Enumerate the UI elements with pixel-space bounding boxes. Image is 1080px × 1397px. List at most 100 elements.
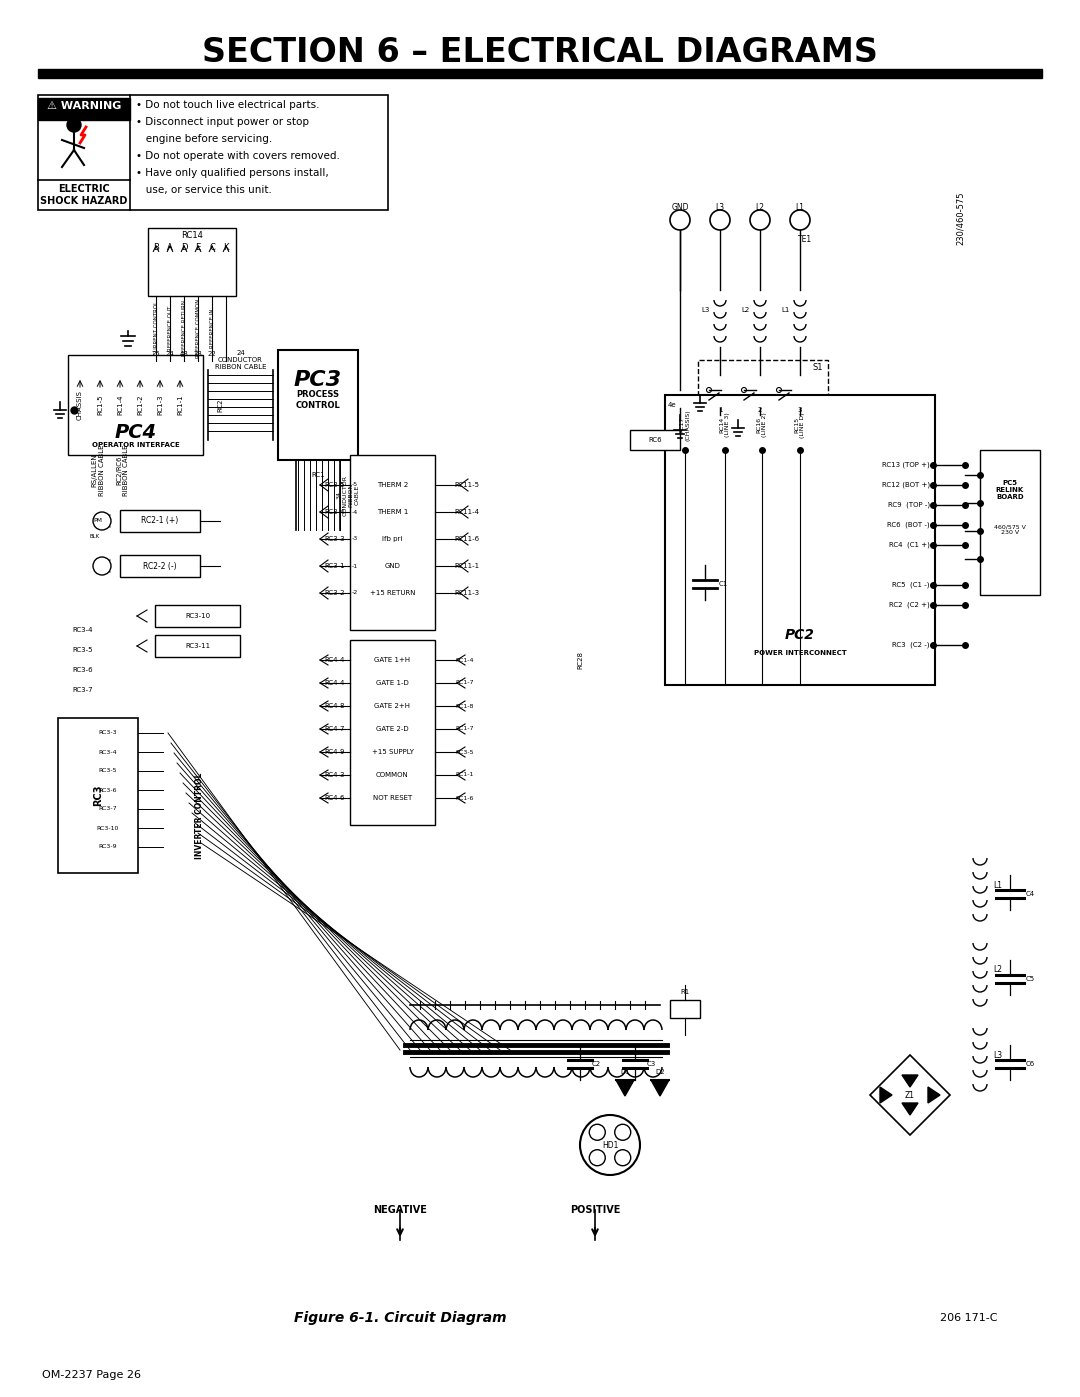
Text: PC2: PC2 [785, 629, 815, 643]
Text: RC1: RC1 [311, 472, 325, 478]
Circle shape [580, 1115, 640, 1175]
Text: 4e: 4e [667, 402, 676, 408]
Text: POWER INTERCONNECT: POWER INTERCONNECT [754, 650, 847, 657]
Polygon shape [880, 1087, 892, 1104]
Circle shape [93, 557, 111, 576]
Text: RC3-6: RC3-6 [98, 788, 118, 792]
Text: RC3-10: RC3-10 [185, 613, 211, 619]
Text: NEGATIVE: NEGATIVE [373, 1206, 427, 1215]
Text: RC6  (BOT -): RC6 (BOT -) [888, 521, 930, 528]
Text: GATE 1-D: GATE 1-D [376, 680, 409, 686]
Circle shape [718, 398, 724, 402]
Circle shape [706, 387, 712, 393]
Text: RC1-4: RC1-4 [117, 395, 123, 415]
Text: RC2: RC2 [217, 398, 222, 412]
Text: L2: L2 [756, 204, 765, 212]
Text: RC28: RC28 [577, 651, 583, 669]
Text: POSITIVE: POSITIVE [570, 1206, 620, 1215]
Text: RC5  (C1 -): RC5 (C1 -) [892, 581, 930, 588]
Text: RC2  (C2 +): RC2 (C2 +) [889, 602, 930, 608]
Text: Figure 6-1. Circuit Diagram: Figure 6-1. Circuit Diagram [294, 1310, 507, 1324]
Text: ELECTRIC
SHOCK HAZARD: ELECTRIC SHOCK HAZARD [40, 184, 127, 205]
Text: D2: D2 [656, 1069, 665, 1076]
Text: ⚠ WARNING: ⚠ WARNING [46, 101, 121, 110]
Text: E: E [195, 243, 201, 253]
Bar [156, 605, 240, 627]
Text: RC11-4: RC11-4 [455, 509, 480, 515]
Text: engine before servicing.: engine before servicing. [136, 134, 272, 144]
Text: PC4: PC4 [114, 423, 157, 443]
Text: • Have only qualified persons install,: • Have only qualified persons install, [136, 168, 328, 177]
Text: RC3-5: RC3-5 [98, 768, 118, 774]
Text: REFERENCE COMMON: REFERENCE COMMON [195, 299, 201, 358]
Circle shape [93, 511, 111, 529]
Circle shape [750, 210, 770, 231]
Bar [630, 430, 680, 450]
Text: RC3-10: RC3-10 [97, 826, 119, 830]
Text: L1: L1 [994, 880, 1002, 890]
Text: RC3-5: RC3-5 [72, 647, 93, 652]
Text: R1: R1 [680, 989, 690, 995]
Text: REFERENCE IN: REFERENCE IN [210, 309, 215, 348]
Text: REFERENCE OUT: REFERENCE OUT [167, 306, 173, 351]
Text: 2: 2 [758, 407, 762, 414]
Text: RC3-2: RC3-2 [324, 590, 345, 597]
Text: INVERTER CONTROL: INVERTER CONTROL [195, 773, 204, 859]
Text: L3: L3 [702, 307, 711, 313]
Text: RC3-5: RC3-5 [324, 482, 345, 488]
Bar [278, 351, 357, 460]
Text: RC3-3: RC3-3 [324, 536, 345, 542]
Bar [350, 640, 435, 826]
Text: HD1: HD1 [602, 1140, 618, 1150]
Text: RC3-3: RC3-3 [98, 731, 118, 735]
Text: -3: -3 [352, 536, 359, 542]
Text: RC4-4: RC4-4 [325, 657, 345, 664]
Text: REFERENCE RETURN: REFERENCE RETURN [181, 300, 187, 356]
Text: RC16
(LINE 2): RC16 (LINE 2) [757, 412, 768, 437]
Text: 24
CONDUCTOR
RIBBON CABLE: 24 CONDUCTOR RIBBON CABLE [215, 351, 267, 370]
Text: RC3-7: RC3-7 [98, 806, 118, 812]
Text: 25: 25 [151, 351, 160, 358]
Text: -4: -4 [352, 510, 359, 514]
Text: +15 RETURN: +15 RETURN [369, 590, 415, 597]
Circle shape [742, 387, 746, 393]
Text: GATE 2-D: GATE 2-D [376, 726, 409, 732]
Text: 230/460-575: 230/460-575 [956, 191, 964, 244]
Text: C5: C5 [1025, 977, 1035, 982]
Text: RC14
(LINE 3): RC14 (LINE 3) [719, 412, 730, 437]
Bar [156, 636, 240, 657]
Text: C3: C3 [646, 1060, 656, 1067]
Text: S1: S1 [812, 363, 823, 373]
Bar [58, 718, 138, 873]
Text: PROCESS
CONTROL: PROCESS CONTROL [296, 390, 340, 409]
Text: C: C [210, 243, 215, 253]
Text: 24: 24 [165, 351, 174, 358]
Text: 3: 3 [798, 407, 802, 414]
Circle shape [789, 210, 810, 231]
Text: K: K [224, 243, 229, 253]
Bar [350, 455, 435, 630]
Text: +15 SUPPLY: +15 SUPPLY [372, 749, 414, 754]
Text: RC17
(CHASSIS): RC17 (CHASSIS) [679, 409, 690, 441]
Circle shape [670, 210, 690, 231]
Text: RC12 (BOT +): RC12 (BOT +) [882, 482, 930, 488]
Text: RC3  (C2 -): RC3 (C2 -) [892, 641, 930, 648]
Text: RC1-7: RC1-7 [456, 680, 474, 686]
Polygon shape [616, 1080, 634, 1097]
Text: SECTION 6 – ELECTRICAL DIAGRAMS: SECTION 6 – ELECTRICAL DIAGRAMS [202, 35, 878, 68]
Text: RC3-1: RC3-1 [324, 563, 345, 569]
Text: COMMON: COMMON [376, 773, 409, 778]
Text: RC14: RC14 [181, 232, 203, 240]
Text: RC3-4: RC3-4 [72, 627, 93, 633]
Text: NOT RESET: NOT RESET [373, 795, 413, 800]
Text: L1: L1 [782, 307, 791, 313]
Circle shape [615, 1150, 631, 1165]
Text: CURRENT CONTROL: CURRENT CONTROL [153, 300, 159, 355]
Text: A: A [167, 243, 173, 253]
Text: GATE 1+H: GATE 1+H [375, 657, 410, 664]
Text: -1: -1 [352, 563, 359, 569]
Bar [670, 1000, 700, 1018]
Text: RC11-5: RC11-5 [455, 482, 480, 488]
Text: RC2-1 (+): RC2-1 (+) [141, 517, 178, 525]
Text: • Do not operate with covers removed.: • Do not operate with covers removed. [136, 151, 340, 161]
